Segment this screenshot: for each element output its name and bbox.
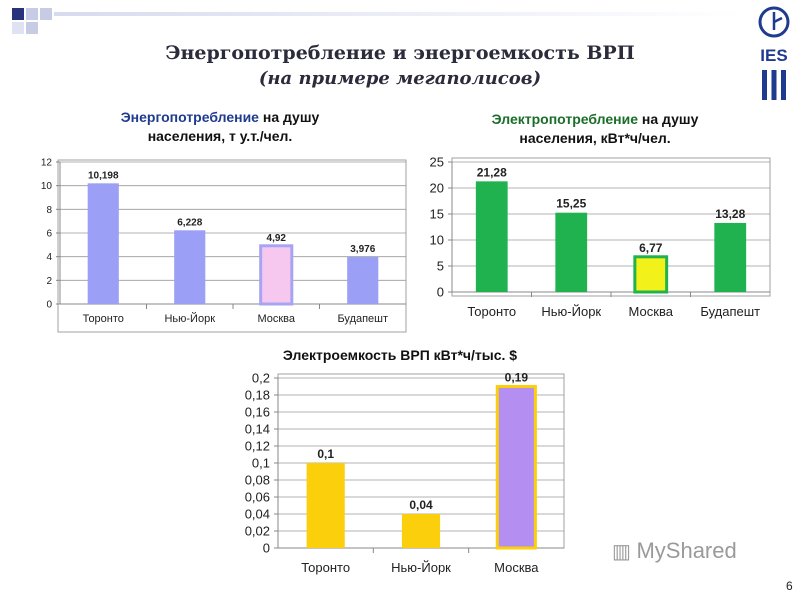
chart2-title-rest: на душу bbox=[638, 111, 699, 127]
chart-electricity-consumption: 0 5 10 15 20 25 21,28 Торонто 15,25 Нью-Йорк 6,77 М… bbox=[430, 155, 771, 319]
x-tick-label: Нью-Йорк bbox=[164, 312, 215, 325]
page-subtitle: (на примере мегаполисов) bbox=[258, 68, 542, 89]
y-tick-label: 0 bbox=[46, 300, 52, 311]
chart1-title-highlight: Энергопотребление bbox=[120, 109, 259, 125]
watermark-text: MyShared bbox=[636, 538, 737, 563]
y-tick-label: 8 bbox=[46, 205, 52, 216]
y-tick-label: 2 bbox=[46, 276, 52, 287]
corner-decoration bbox=[0, 0, 800, 40]
y-tick-label: 25 bbox=[430, 155, 444, 170]
x-tick-label: Будапешт bbox=[700, 304, 760, 319]
bar bbox=[633, 255, 669, 294]
chart-electricity-intensity: 0 0,02 0,04 0,06 0,08 0,1 0,12 0,14 0,16 0,18 0,2 0… bbox=[245, 371, 565, 575]
chart2-title: Электропотребление на душу населения, кВ… bbox=[430, 110, 760, 148]
y-tick-label: 0,2 bbox=[252, 371, 270, 386]
y-tick-label: 5 bbox=[437, 259, 444, 274]
y-tick-label: 6 bbox=[46, 229, 52, 240]
bar bbox=[555, 212, 588, 292]
y-tick-label: 20 bbox=[430, 181, 444, 196]
y-tick-label: 10 bbox=[41, 181, 53, 192]
chart2-title-line2: населения, кВт*ч/чел. bbox=[519, 130, 671, 146]
page-number: 6 bbox=[786, 579, 793, 593]
data-label: 13,28 bbox=[715, 207, 745, 221]
y-tick-label: 4 bbox=[46, 252, 52, 263]
bar bbox=[475, 181, 508, 292]
chart3-title: Электроемкость ВРП кВт*ч/тыс. $ bbox=[282, 347, 518, 363]
x-tick-label: Нью-Йорк bbox=[391, 560, 451, 575]
x-tick-label: Москва bbox=[494, 560, 539, 575]
data-label: 10,198 bbox=[88, 170, 119, 181]
bar bbox=[495, 385, 537, 550]
x-tick-label: Москва bbox=[257, 313, 295, 325]
bar bbox=[401, 514, 441, 548]
data-label: 21,28 bbox=[477, 165, 507, 179]
y-tick-label: 0,1 bbox=[252, 456, 270, 471]
y-tick-label: 10 bbox=[430, 233, 444, 248]
data-label: 4,92 bbox=[267, 233, 287, 244]
chart1-title: Энергопотребление на душу населения, т у… bbox=[70, 108, 370, 146]
x-tick-label: Будапешт bbox=[337, 313, 388, 325]
chart-energy-consumption: 0 2 4 6 8 10 12 10,198 Торонто 6,228 Нью-Йорк 4,92 М… bbox=[41, 158, 407, 333]
y-tick-label: 0,06 bbox=[245, 490, 270, 505]
watermark: ▥ MyShared bbox=[612, 538, 737, 563]
y-tick-label: 0,12 bbox=[245, 439, 270, 454]
chart2-title-highlight: Электропотребление bbox=[491, 111, 639, 127]
data-label: 6,77 bbox=[639, 241, 663, 255]
x-tick-label: Нью-Йорк bbox=[541, 304, 601, 319]
y-tick-label: 12 bbox=[41, 158, 53, 169]
bar bbox=[306, 463, 345, 548]
data-label: 0,1 bbox=[317, 447, 334, 461]
y-tick-label: 15 bbox=[430, 207, 444, 222]
x-tick-label: Москва bbox=[629, 304, 674, 319]
bar bbox=[174, 230, 206, 304]
y-tick-label: 0 bbox=[437, 285, 444, 300]
data-label: 3,976 bbox=[350, 244, 375, 255]
bar bbox=[259, 244, 294, 306]
y-tick-label: 0,18 bbox=[245, 388, 270, 403]
y-tick-label: 0 bbox=[263, 541, 270, 556]
y-tick-label: 0,08 bbox=[245, 473, 270, 488]
y-tick-label: 0,02 bbox=[245, 524, 270, 539]
data-label: 0,04 bbox=[409, 498, 433, 512]
bar bbox=[714, 222, 747, 292]
bar bbox=[87, 183, 119, 304]
page-title: Энергопотребление и энергоемкость ВРП bbox=[165, 42, 635, 64]
bar bbox=[347, 256, 379, 304]
x-tick-label: Торонто bbox=[301, 560, 350, 575]
x-tick-label: Торонто bbox=[83, 313, 124, 325]
data-label: 0,19 bbox=[505, 371, 529, 385]
chart1-title-line2: населения, т у.т./чел. bbox=[147, 128, 293, 144]
chart1-title-rest: на душу bbox=[258, 109, 320, 125]
logo: IES bbox=[752, 4, 796, 104]
y-tick-label: 0,04 bbox=[245, 507, 270, 522]
x-tick-label: Торонто bbox=[467, 304, 516, 319]
data-label: 6,228 bbox=[177, 217, 202, 228]
y-tick-label: 0,14 bbox=[245, 422, 270, 437]
y-tick-label: 0,16 bbox=[245, 405, 270, 420]
data-label: 15,25 bbox=[556, 197, 586, 211]
logo-text: IES bbox=[760, 46, 787, 65]
